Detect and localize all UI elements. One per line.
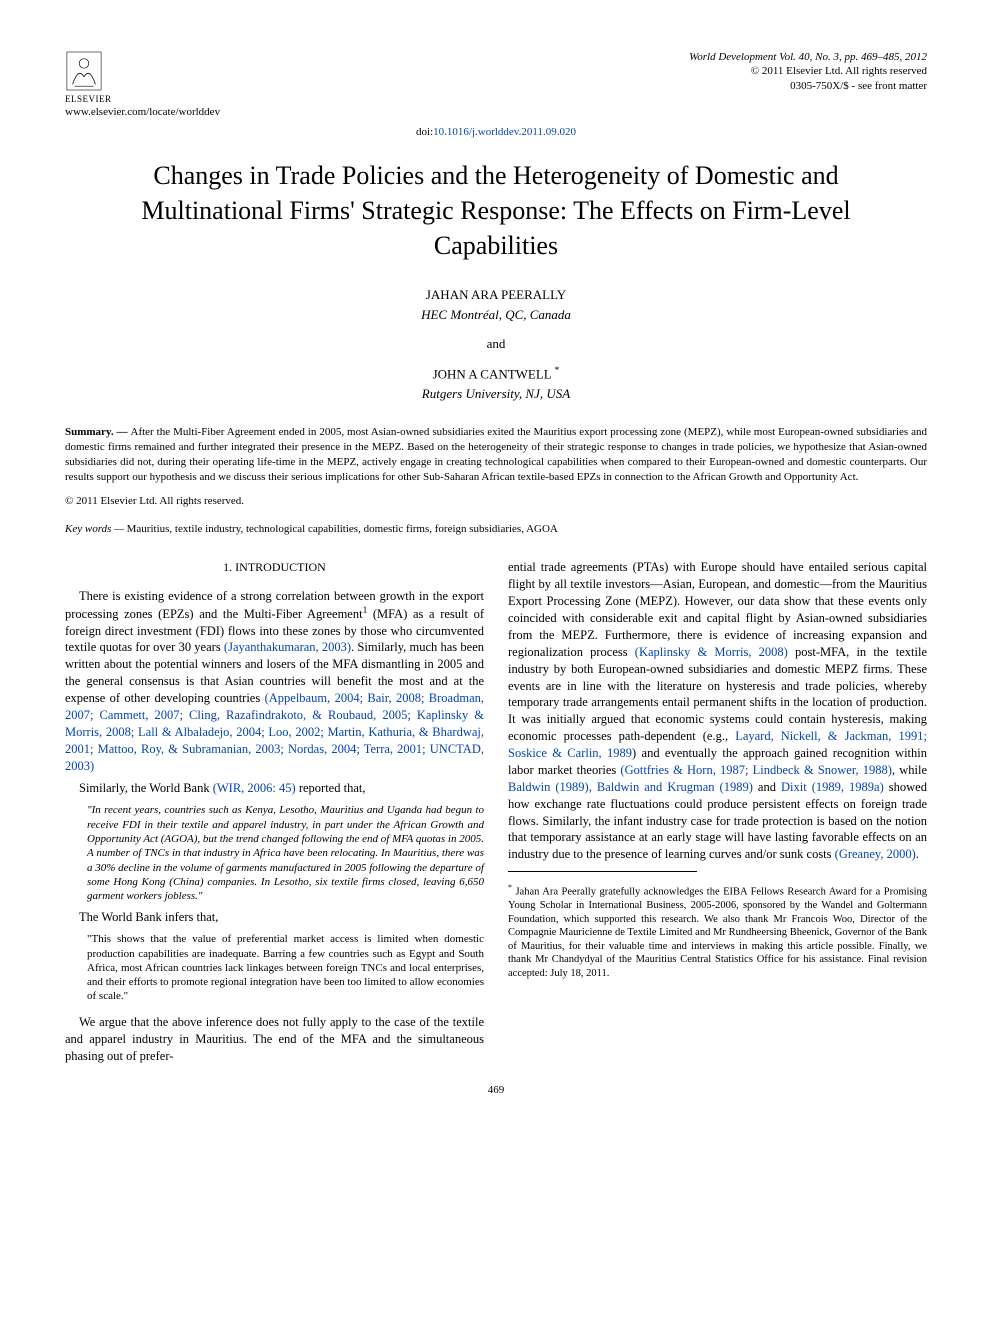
elsevier-logo bbox=[65, 50, 103, 92]
footnote-separator bbox=[508, 871, 697, 872]
authors-block: JAHAN ARA PEERALLY HEC Montréal, QC, Can… bbox=[65, 285, 927, 403]
header-right: World Development Vol. 40, No. 3, pp. 46… bbox=[689, 50, 927, 93]
doi-link[interactable]: 10.1016/j.worlddev.2011.09.020 bbox=[433, 126, 576, 138]
abstract-copyright: © 2011 Elsevier Ltd. All rights reserved… bbox=[65, 495, 927, 507]
header-left: ELSEVIER www.elsevier.com/locate/worldde… bbox=[65, 50, 220, 118]
citation[interactable]: Dixit (1989, 1989a) bbox=[781, 780, 884, 794]
paragraph: ential trade agreements (PTAs) with Euro… bbox=[508, 559, 927, 863]
keywords-text: Mauritius, textile industry, technologic… bbox=[127, 523, 558, 535]
block-quote: "This shows that the value of preferenti… bbox=[87, 932, 484, 1003]
author-name-2: JOHN A CANTWELL * bbox=[65, 364, 927, 384]
paragraph: The World Bank infers that, bbox=[65, 909, 484, 926]
paragraph: We argue that the above inference does n… bbox=[65, 1014, 484, 1065]
citation[interactable]: (WIR, 2006: 45) bbox=[213, 781, 296, 795]
issn-line: 0305-750X/$ - see front matter bbox=[689, 79, 927, 93]
citation[interactable]: Baldwin (1989), Baldwin and Krugman (198… bbox=[508, 780, 753, 794]
author-affiliation-2: Rutgers University, NJ, USA bbox=[65, 384, 927, 404]
journal-url[interactable]: www.elsevier.com/locate/worlddev bbox=[65, 106, 220, 118]
copyright-line: © 2011 Elsevier Ltd. All rights reserved bbox=[689, 64, 927, 78]
corresponding-footnote: * Jahan Ara Peerally gratefully acknowle… bbox=[508, 883, 927, 981]
citation[interactable]: (Greaney, 2000) bbox=[835, 847, 916, 861]
citation[interactable]: (Gottfries & Horn, 1987; Lindbeck & Snow… bbox=[620, 763, 892, 777]
block-quote: "In recent years, countries such as Keny… bbox=[87, 803, 484, 903]
doi-row: doi:10.1016/j.worlddev.2011.09.020 bbox=[65, 126, 927, 138]
citation-line: World Development Vol. 40, No. 3, pp. 46… bbox=[689, 50, 927, 64]
journal-page: ELSEVIER www.elsevier.com/locate/worldde… bbox=[0, 0, 992, 1126]
doi-label: doi: bbox=[416, 126, 433, 138]
keywords-label: Key words — bbox=[65, 523, 127, 535]
abstract: Summary. — After the Multi-Fiber Agreeme… bbox=[65, 425, 927, 484]
citation[interactable]: (Jayanthakumaran, 2003) bbox=[224, 640, 351, 654]
keywords: Key words — Mauritius, textile industry,… bbox=[65, 523, 927, 535]
author-affiliation-1: HEC Montréal, QC, Canada bbox=[65, 305, 927, 325]
page-number: 469 bbox=[65, 1084, 927, 1096]
corresponding-marker: * bbox=[555, 365, 560, 376]
publisher-name: ELSEVIER bbox=[65, 94, 112, 104]
citation[interactable]: (Kaplinsky & Morris, 2008) bbox=[635, 645, 788, 659]
right-column: ential trade agreements (PTAs) with Euro… bbox=[508, 559, 927, 1070]
summary-text: After the Multi-Fiber Agreement ended in… bbox=[65, 426, 927, 483]
paragraph: There is existing evidence of a strong c… bbox=[65, 588, 484, 775]
footnote-marker: * bbox=[508, 883, 512, 892]
footnote-text: Jahan Ara Peerally gratefully acknowledg… bbox=[508, 886, 927, 979]
summary-label: Summary. — bbox=[65, 426, 131, 438]
body-columns: 1. INTRODUCTION There is existing eviden… bbox=[65, 559, 927, 1070]
section-heading: 1. INTRODUCTION bbox=[65, 559, 484, 575]
author-separator: and bbox=[65, 334, 927, 354]
paragraph: Similarly, the World Bank (WIR, 2006: 45… bbox=[65, 780, 484, 797]
page-header: ELSEVIER www.elsevier.com/locate/worldde… bbox=[65, 50, 927, 118]
author-name-1: JAHAN ARA PEERALLY bbox=[65, 285, 927, 305]
article-title: Changes in Trade Policies and the Hetero… bbox=[95, 158, 897, 263]
left-column: 1. INTRODUCTION There is existing eviden… bbox=[65, 559, 484, 1070]
